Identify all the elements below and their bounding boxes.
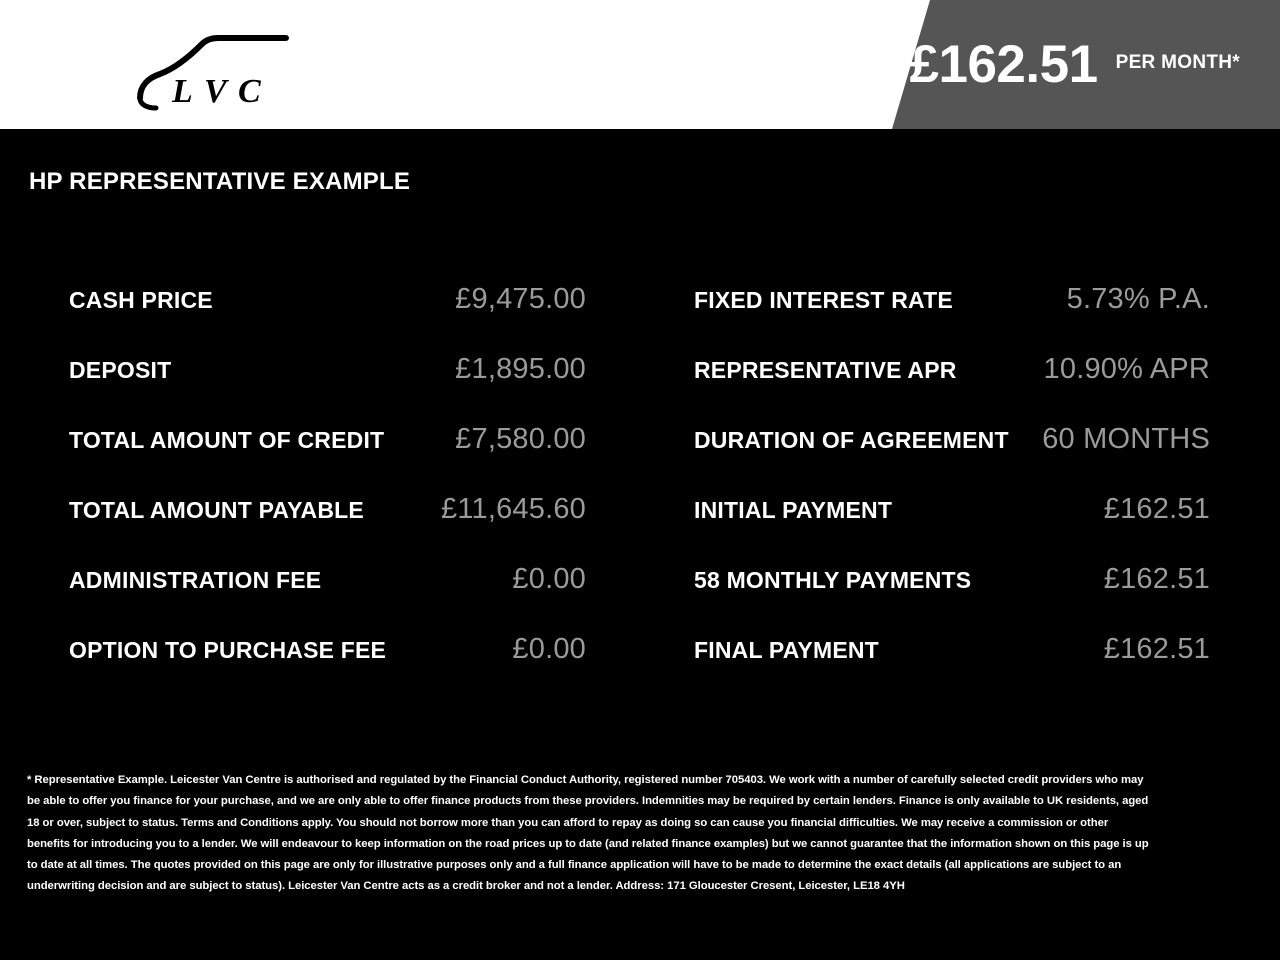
page-header: L V C £162.51 PER MONTH*: [0, 0, 1280, 129]
table-row: DURATION OF AGREEMENT 60 MONTHS: [694, 423, 1210, 493]
finance-details-right-column: FIXED INTEREST RATE 5.73% P.A. REPRESENT…: [694, 283, 1210, 703]
table-row: CASH PRICE £9,475.00: [69, 283, 586, 353]
row-label: REPRESENTATIVE APR: [694, 357, 957, 383]
row-label: CASH PRICE: [69, 287, 213, 313]
monthly-price-amount: £162.51: [909, 35, 1099, 94]
table-row: OPTION TO PURCHASE FEE £0.00: [69, 633, 586, 703]
row-value: £0.00: [512, 633, 586, 665]
table-row: ADMINISTRATION FEE £0.00: [69, 563, 586, 633]
monthly-price-group: £162.51 PER MONTH*: [910, 0, 1241, 129]
table-row: REPRESENTATIVE APR 10.90% APR: [694, 353, 1210, 423]
row-value: 10.90% APR: [1043, 353, 1210, 385]
row-label: INITIAL PAYMENT: [694, 497, 893, 523]
row-value: 60 MONTHS: [1042, 423, 1210, 455]
row-value: 5.73% P.A.: [1066, 283, 1210, 315]
row-value: £162.51: [1103, 563, 1210, 595]
row-label: DEPOSIT: [69, 357, 172, 383]
row-label: FIXED INTEREST RATE: [694, 287, 953, 313]
table-row: INITIAL PAYMENT £162.51: [694, 493, 1210, 563]
monthly-price-banner: [892, 0, 1280, 129]
row-label: 58 MONTHLY PAYMENTS: [694, 567, 972, 593]
row-label: FINAL PAYMENT: [694, 637, 879, 663]
row-value: £7,580.00: [455, 423, 586, 455]
table-row: FINAL PAYMENT £162.51: [694, 633, 1210, 703]
row-value: £1,895.00: [455, 353, 586, 385]
row-label: DURATION OF AGREEMENT: [694, 427, 1009, 453]
svg-text:C: C: [238, 73, 263, 110]
table-row: TOTAL AMOUNT OF CREDIT £7,580.00: [69, 423, 586, 493]
page-title: HP REPRESENTATIVE EXAMPLE: [29, 168, 411, 195]
finance-details-left-column: CASH PRICE £9,475.00 DEPOSIT £1,895.00 T…: [69, 283, 586, 703]
lvc-logo[interactable]: L V C: [134, 20, 294, 112]
table-row: 58 MONTHLY PAYMENTS £162.51: [694, 563, 1210, 633]
row-value: £11,645.60: [441, 493, 586, 525]
svg-text:L: L: [171, 73, 195, 110]
table-row: DEPOSIT £1,895.00: [69, 353, 586, 423]
van-silhouette-icon: L V C: [137, 35, 289, 111]
row-label: ADMINISTRATION FEE: [69, 567, 322, 593]
row-value: £162.51: [1103, 633, 1210, 665]
row-label: OPTION TO PURCHASE FEE: [69, 637, 387, 663]
row-value: £162.51: [1103, 493, 1210, 525]
monthly-price-suffix: PER MONTH*: [1115, 52, 1240, 73]
row-value: £9,475.00: [455, 283, 586, 315]
table-row: TOTAL AMOUNT PAYABLE £11,645.60: [69, 493, 586, 563]
row-value: £0.00: [512, 563, 586, 595]
table-row: FIXED INTEREST RATE 5.73% P.A.: [694, 283, 1210, 353]
row-label: TOTAL AMOUNT OF CREDIT: [69, 427, 385, 453]
disclaimer-text: * Representative Example. Leicester Van …: [27, 774, 1149, 893]
svg-text:V: V: [204, 73, 229, 110]
row-label: TOTAL AMOUNT PAYABLE: [69, 497, 364, 523]
